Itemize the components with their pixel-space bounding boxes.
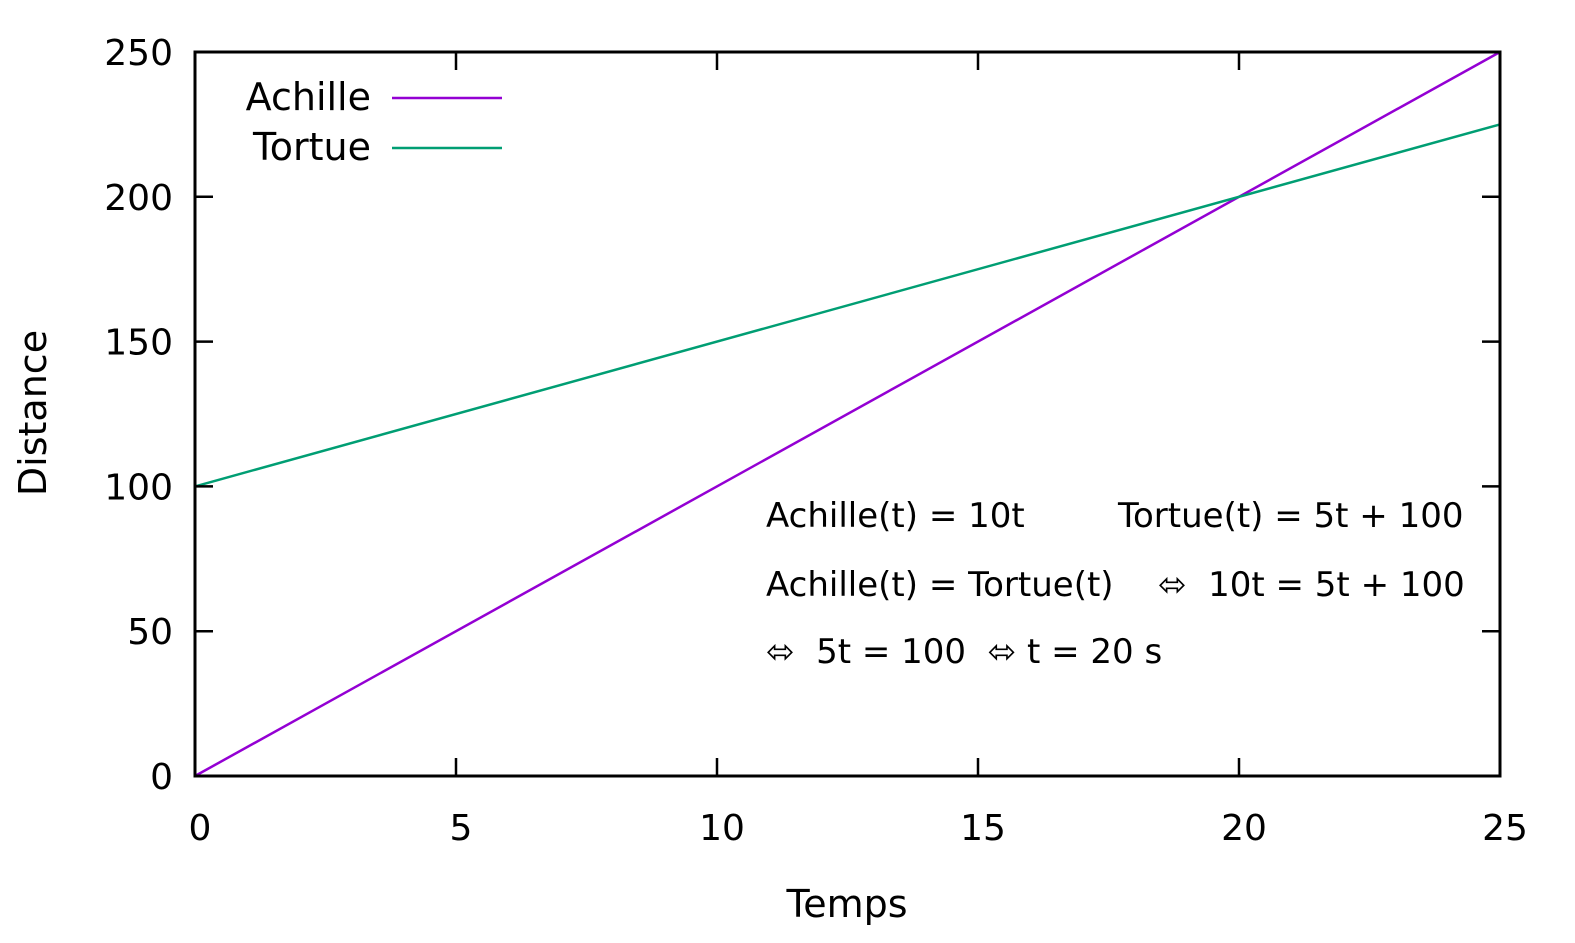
plot-frame: [193, 50, 1502, 778]
y-tick-label-200: 200: [104, 178, 173, 219]
x-tick-label-25: 25: [1482, 808, 1528, 849]
annotation-tortue-equation: Tortue(t) = 5t + 100: [1117, 496, 1464, 536]
x-tick-label-15: 15: [960, 808, 1006, 849]
x-tick-label-0: 0: [189, 808, 212, 849]
x-axis-label: Temps: [785, 882, 907, 926]
y-tick-label-150: 150: [104, 323, 173, 364]
annotation-equivalence-1: ⬄ 10t = 5t + 100: [1158, 565, 1465, 605]
annotations: Achille(t) = 10t Tortue(t) = 5t + 100 Ac…: [766, 496, 1465, 672]
series-line-tortue: [194, 123, 1501, 488]
series-layer: [194, 50, 1501, 778]
legend-label-achille: Achille: [246, 75, 371, 119]
annotation-achille-equation: Achille(t) = 10t: [766, 496, 1025, 536]
y-tick-label-0: 0: [150, 757, 173, 798]
annotation-equality: Achille(t) = Tortue(t): [766, 565, 1114, 605]
y-tick-label-100: 100: [104, 467, 173, 508]
y-tick-label-250: 250: [104, 33, 173, 74]
x-tick-label-5: 5: [450, 808, 473, 849]
series-line-achille: [194, 50, 1501, 778]
y-axis-label: Distance: [11, 330, 55, 496]
x-tick-label-20: 20: [1221, 808, 1267, 849]
legend-label-tortue: Tortue: [252, 125, 371, 169]
annotation-solution: ⬄ 5t = 100 ⬄ t = 20 s: [766, 632, 1162, 672]
y-tick-label-50: 50: [127, 612, 173, 653]
x-tick-label-10: 10: [699, 808, 745, 849]
ticks-layer: [193, 50, 1502, 778]
legend: Achille Tortue: [246, 75, 502, 169]
